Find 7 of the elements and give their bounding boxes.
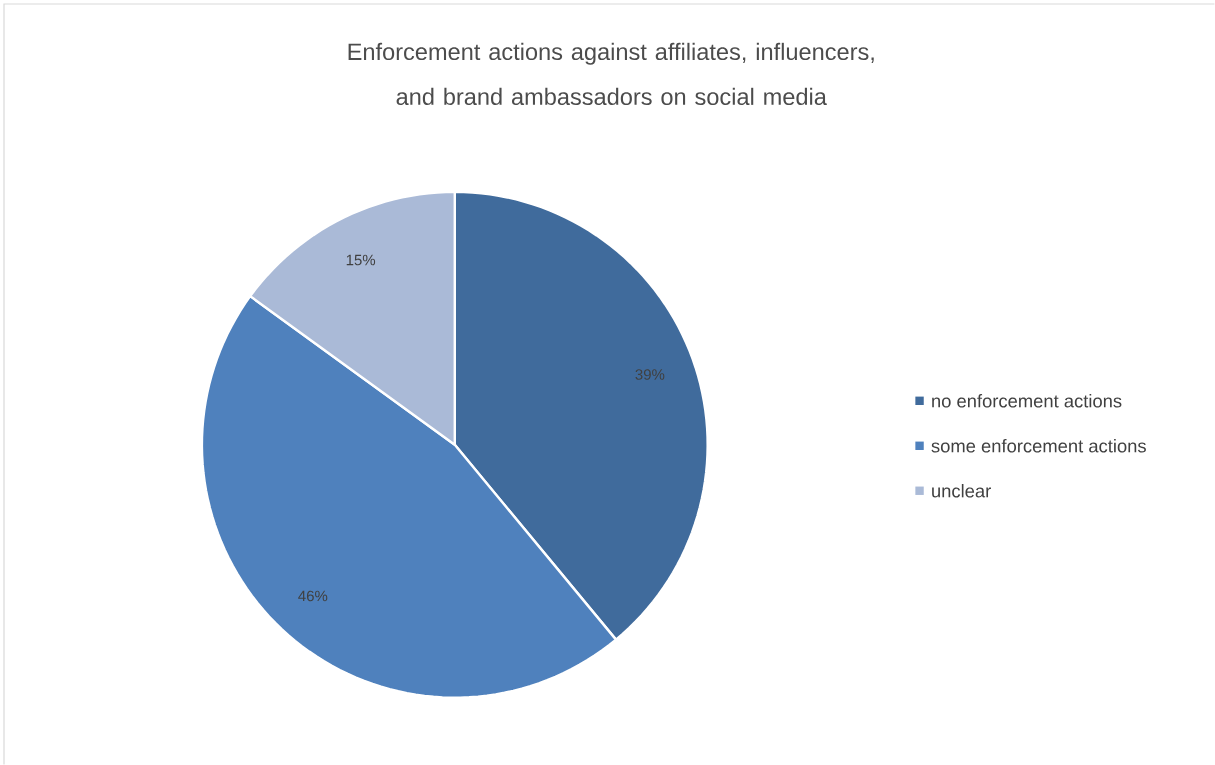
data-label: 46% <box>298 590 328 602</box>
data-label: 15% <box>346 254 376 266</box>
chart-title: Enforcement actions against affiliates, influencers, and brand ambassadors on social media <box>348 42 874 105</box>
legend-label: some enforcement actions <box>931 438 1146 453</box>
legend-label: unclear <box>932 483 991 498</box>
data-label: 39% <box>635 369 665 380</box>
legend-label: no enforcement actions <box>932 393 1122 408</box>
